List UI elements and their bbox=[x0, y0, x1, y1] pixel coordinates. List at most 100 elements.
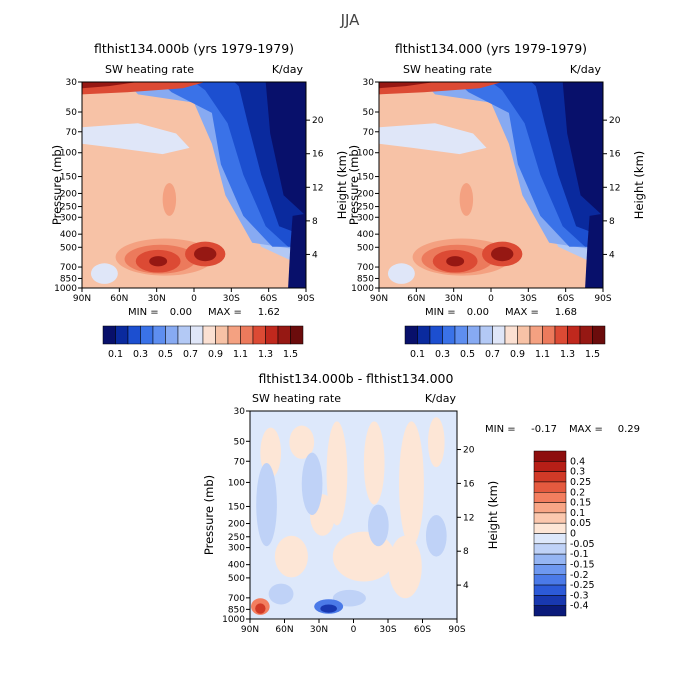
colorbar-swatch bbox=[152, 325, 166, 345]
panel-a-max-value: 1.62 bbox=[258, 307, 280, 318]
panel-a-subtitle-left: SW heating rate bbox=[105, 63, 194, 76]
colorbar-swatch bbox=[533, 584, 567, 596]
colorbar-label: 0 bbox=[570, 529, 576, 540]
field-contour-eq-darkred bbox=[194, 246, 217, 262]
height-tick-label: 12 bbox=[312, 183, 323, 193]
field-contour-navy-low bbox=[288, 213, 306, 288]
colorbar-swatch bbox=[165, 325, 179, 345]
x-tick-label: 30S bbox=[379, 625, 396, 635]
colorbar-swatch bbox=[227, 325, 241, 345]
panel-diff-max-label: MAX = bbox=[569, 424, 603, 435]
y-tick-label: 100 bbox=[357, 149, 374, 159]
height-tick-label: 12 bbox=[609, 183, 620, 193]
x-tick-label: 30S bbox=[223, 294, 240, 304]
y-tick-label: 100 bbox=[228, 478, 245, 488]
colorbar-swatch bbox=[127, 325, 141, 345]
diff-patch bbox=[367, 504, 389, 547]
colorbar-label: 0.3 bbox=[570, 467, 585, 478]
y-tick-label: 50 bbox=[234, 437, 246, 447]
field-contour-eq-darkred bbox=[491, 246, 514, 262]
colorbar-swatch bbox=[533, 512, 567, 524]
y-tick-label: 850 bbox=[60, 274, 77, 284]
y-tick-label: 850 bbox=[228, 605, 245, 615]
colorbar-swatch bbox=[177, 325, 191, 345]
colorbar-label: 0.5 bbox=[460, 349, 475, 360]
height-tick-label: 16 bbox=[312, 150, 324, 160]
x-tick-label: 60S bbox=[260, 294, 277, 304]
colorbar-swatch bbox=[265, 325, 279, 345]
panel-diff-ylabel-right: Height (km) bbox=[486, 481, 500, 550]
colorbar-label: 0.15 bbox=[570, 498, 591, 509]
diff-patch bbox=[326, 421, 348, 526]
y-tick-label: 30 bbox=[363, 78, 375, 88]
x-tick-label: 90N bbox=[370, 294, 388, 304]
y-tick-label: 300 bbox=[60, 213, 77, 223]
panel-a-ylabel-right: Height (km) bbox=[335, 151, 349, 220]
colorbar-swatch bbox=[533, 543, 567, 555]
colorbar-swatch bbox=[467, 325, 481, 345]
colorbar-swatch bbox=[533, 522, 567, 534]
height-tick-label: 4 bbox=[463, 581, 469, 591]
x-tick-label: 60N bbox=[110, 294, 128, 304]
colorbar-swatch bbox=[492, 325, 506, 345]
panel-b-field bbox=[379, 82, 603, 288]
colorbar-swatch bbox=[533, 553, 567, 565]
panel-b-max-label: MAX = bbox=[505, 307, 539, 318]
diff-patch bbox=[428, 417, 445, 468]
field-contour-polar-pale bbox=[387, 263, 415, 284]
diff-patch bbox=[289, 425, 315, 459]
colorbar-label: 0.1 bbox=[108, 349, 123, 360]
y-tick-label: 500 bbox=[60, 243, 77, 253]
diff-positive-strong bbox=[255, 603, 266, 614]
panel-b-ylabel-right: Height (km) bbox=[632, 151, 646, 220]
x-tick-label: 30N bbox=[310, 625, 328, 635]
panel-diff-max-value: 0.29 bbox=[618, 424, 640, 435]
colorbar-swatch bbox=[215, 325, 229, 345]
diff-patch bbox=[363, 421, 385, 505]
diff-patch bbox=[274, 535, 308, 578]
colorbar-swatch bbox=[533, 502, 567, 514]
colorbar-swatch bbox=[529, 325, 543, 345]
panel-b-min-label: MIN = bbox=[425, 307, 456, 318]
height-tick-label: 12 bbox=[463, 513, 474, 523]
y-tick-label: 70 bbox=[363, 128, 375, 138]
field-contour-tropical-column bbox=[162, 182, 177, 216]
field-contour-strat-darkred bbox=[82, 82, 138, 89]
colorbar-swatch bbox=[592, 325, 606, 345]
panel-diff-min-value: -0.17 bbox=[531, 424, 557, 435]
y-tick-label: 200 bbox=[60, 189, 77, 199]
colorbar-swatch bbox=[290, 325, 304, 345]
colorbar-label: -0.25 bbox=[570, 580, 595, 591]
colorbar-swatch bbox=[517, 325, 531, 345]
y-tick-label: 700 bbox=[60, 263, 77, 273]
y-tick-label: 70 bbox=[234, 457, 246, 467]
diff-patch bbox=[399, 421, 424, 547]
y-tick-label: 400 bbox=[228, 561, 245, 571]
field-contour-low-darkred bbox=[446, 256, 465, 267]
panel-b-min-value: 0.00 bbox=[467, 307, 489, 318]
colorbar-label: 1.3 bbox=[258, 349, 273, 360]
diff-patch bbox=[425, 515, 447, 557]
y-tick-label: 200 bbox=[228, 520, 245, 530]
height-tick-label: 8 bbox=[463, 547, 469, 557]
x-tick-label: 90S bbox=[297, 294, 314, 304]
colorbar-swatch bbox=[115, 325, 129, 345]
panel-diff-subtitle-right: K/day bbox=[425, 392, 457, 405]
x-tick-label: 60N bbox=[407, 294, 425, 304]
panel-b: flthist134.000 (yrs 1979-1979) SW heatin… bbox=[347, 41, 646, 360]
panel-a-max-label: MAX = bbox=[208, 307, 242, 318]
x-tick-label: 60S bbox=[557, 294, 574, 304]
colorbar-swatch bbox=[429, 325, 443, 345]
panel-a-title: flthist134.000b (yrs 1979-1979) bbox=[94, 41, 294, 56]
colorbar-label: 1.5 bbox=[283, 349, 298, 360]
colorbar-label: 0.7 bbox=[485, 349, 500, 360]
colorbar-label: -0.1 bbox=[570, 549, 589, 560]
colorbar-swatch bbox=[190, 325, 204, 345]
colorbar-swatch bbox=[533, 492, 567, 503]
y-tick-label: 200 bbox=[357, 189, 374, 199]
field-contour-polar-pale bbox=[90, 263, 118, 284]
diff-negative-strong bbox=[320, 604, 337, 613]
field-contour-strat-darkred bbox=[379, 82, 435, 89]
panel-diff-title: flthist134.000b - flthist134.000 bbox=[259, 371, 454, 386]
colorbar-swatch bbox=[542, 325, 556, 345]
